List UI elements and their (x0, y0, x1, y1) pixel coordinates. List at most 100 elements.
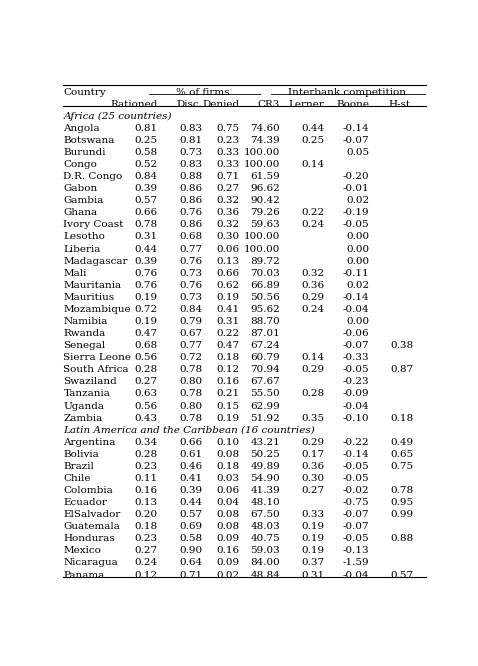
Text: 0.19: 0.19 (216, 293, 239, 302)
Text: 0.02: 0.02 (216, 571, 239, 579)
Text: Congo: Congo (64, 160, 98, 169)
Text: -0.05: -0.05 (342, 365, 369, 374)
Text: 0.28: 0.28 (135, 365, 158, 374)
Text: 43.21: 43.21 (250, 438, 280, 447)
Text: 0.73: 0.73 (179, 148, 202, 157)
Text: 55.50: 55.50 (250, 390, 280, 398)
Text: 0.16: 0.16 (216, 378, 239, 386)
Text: Swaziland: Swaziland (64, 378, 117, 386)
Text: 0.75: 0.75 (391, 462, 413, 471)
Text: 0.47: 0.47 (135, 329, 158, 338)
Text: -0.07: -0.07 (342, 510, 369, 519)
Text: 0.87: 0.87 (391, 365, 413, 374)
Text: 0.44: 0.44 (179, 498, 202, 507)
Text: Mexico: Mexico (64, 546, 101, 555)
Text: -0.19: -0.19 (342, 208, 369, 217)
Text: 0.28: 0.28 (135, 450, 158, 459)
Text: 0.30: 0.30 (216, 232, 239, 242)
Text: Ghana: Ghana (64, 208, 98, 217)
Text: 0.39: 0.39 (135, 184, 158, 193)
Text: 74.39: 74.39 (250, 136, 280, 145)
Text: % of firms: % of firms (175, 88, 229, 97)
Text: Bolivia: Bolivia (64, 450, 99, 459)
Text: -0.05: -0.05 (342, 534, 369, 543)
Text: 0.39: 0.39 (135, 256, 158, 266)
Text: 0.68: 0.68 (179, 232, 202, 242)
Text: 0.34: 0.34 (135, 438, 158, 447)
Text: 0.24: 0.24 (302, 220, 325, 229)
Text: 50.56: 50.56 (250, 293, 280, 302)
Text: 0.00: 0.00 (346, 317, 369, 326)
Text: 0.27: 0.27 (216, 184, 239, 193)
Text: 0.00: 0.00 (346, 232, 369, 242)
Text: 0.72: 0.72 (179, 353, 202, 362)
Text: 0.78: 0.78 (391, 486, 413, 495)
Text: 0.32: 0.32 (216, 220, 239, 229)
Text: Mozambique: Mozambique (64, 305, 131, 314)
Text: 54.90: 54.90 (250, 474, 280, 483)
Text: 0.77: 0.77 (179, 244, 202, 254)
Text: 0.84: 0.84 (135, 172, 158, 181)
Text: -0.04: -0.04 (342, 571, 369, 579)
Text: 0.31: 0.31 (216, 317, 239, 326)
Text: 90.42: 90.42 (250, 196, 280, 205)
Text: 0.86: 0.86 (179, 196, 202, 205)
Text: 79.26: 79.26 (250, 208, 280, 217)
Text: 0.33: 0.33 (216, 160, 239, 169)
Text: 0.24: 0.24 (302, 305, 325, 314)
Text: 0.76: 0.76 (179, 256, 202, 266)
Text: 0.78: 0.78 (179, 414, 202, 423)
Text: Interbank competition: Interbank competition (288, 88, 406, 97)
Text: 0.83: 0.83 (179, 160, 202, 169)
Text: 0.88: 0.88 (179, 172, 202, 181)
Text: 0.39: 0.39 (179, 486, 202, 495)
Text: 0.18: 0.18 (216, 353, 239, 362)
Text: 0.83: 0.83 (179, 124, 202, 133)
Text: 0.73: 0.73 (179, 293, 202, 302)
Text: 74.60: 74.60 (250, 124, 280, 133)
Text: Latin America and the Caribbean (16 countries): Latin America and the Caribbean (16 coun… (64, 426, 315, 435)
Text: 0.57: 0.57 (179, 510, 202, 519)
Text: 51.92: 51.92 (250, 414, 280, 423)
Text: Nicaragua: Nicaragua (64, 559, 118, 567)
Text: 0.16: 0.16 (135, 486, 158, 495)
Text: -0.23: -0.23 (342, 378, 369, 386)
Text: 0.29: 0.29 (302, 365, 325, 374)
Text: 0.23: 0.23 (135, 462, 158, 471)
Text: -0.04: -0.04 (342, 305, 369, 314)
Text: 48.10: 48.10 (250, 498, 280, 507)
Text: -0.22: -0.22 (342, 438, 369, 447)
Text: Brazil: Brazil (64, 462, 94, 471)
Text: 50.25: 50.25 (250, 450, 280, 459)
Text: 0.78: 0.78 (179, 365, 202, 374)
Text: 0.88: 0.88 (391, 534, 413, 543)
Text: Senegal: Senegal (64, 341, 106, 350)
Text: -0.02: -0.02 (342, 486, 369, 495)
Text: 0.36: 0.36 (302, 462, 325, 471)
Text: 0.31: 0.31 (302, 571, 325, 579)
Text: -0.05: -0.05 (342, 462, 369, 471)
Text: Botswana: Botswana (64, 136, 115, 145)
Text: Lesotho: Lesotho (64, 232, 105, 242)
Text: 0.16: 0.16 (216, 546, 239, 555)
Text: 0.02: 0.02 (346, 281, 369, 290)
Text: 0.06: 0.06 (216, 244, 239, 254)
Text: 0.80: 0.80 (179, 402, 202, 410)
Text: 0.27: 0.27 (135, 546, 158, 555)
Text: -0.14: -0.14 (342, 450, 369, 459)
Text: -0.75: -0.75 (342, 498, 369, 507)
Text: 0.27: 0.27 (135, 378, 158, 386)
Text: 0.08: 0.08 (216, 450, 239, 459)
Text: -0.33: -0.33 (342, 353, 369, 362)
Text: 0.33: 0.33 (216, 148, 239, 157)
Text: Zambia: Zambia (64, 414, 103, 423)
Text: -0.20: -0.20 (342, 172, 369, 181)
Text: 61.59: 61.59 (250, 172, 280, 181)
Text: 0.19: 0.19 (135, 293, 158, 302)
Text: 0.71: 0.71 (216, 172, 239, 181)
Text: Colombia: Colombia (64, 486, 113, 495)
Text: 0.81: 0.81 (135, 124, 158, 133)
Text: 59.03: 59.03 (250, 546, 280, 555)
Text: 0.32: 0.32 (302, 268, 325, 278)
Text: 0.66: 0.66 (135, 208, 158, 217)
